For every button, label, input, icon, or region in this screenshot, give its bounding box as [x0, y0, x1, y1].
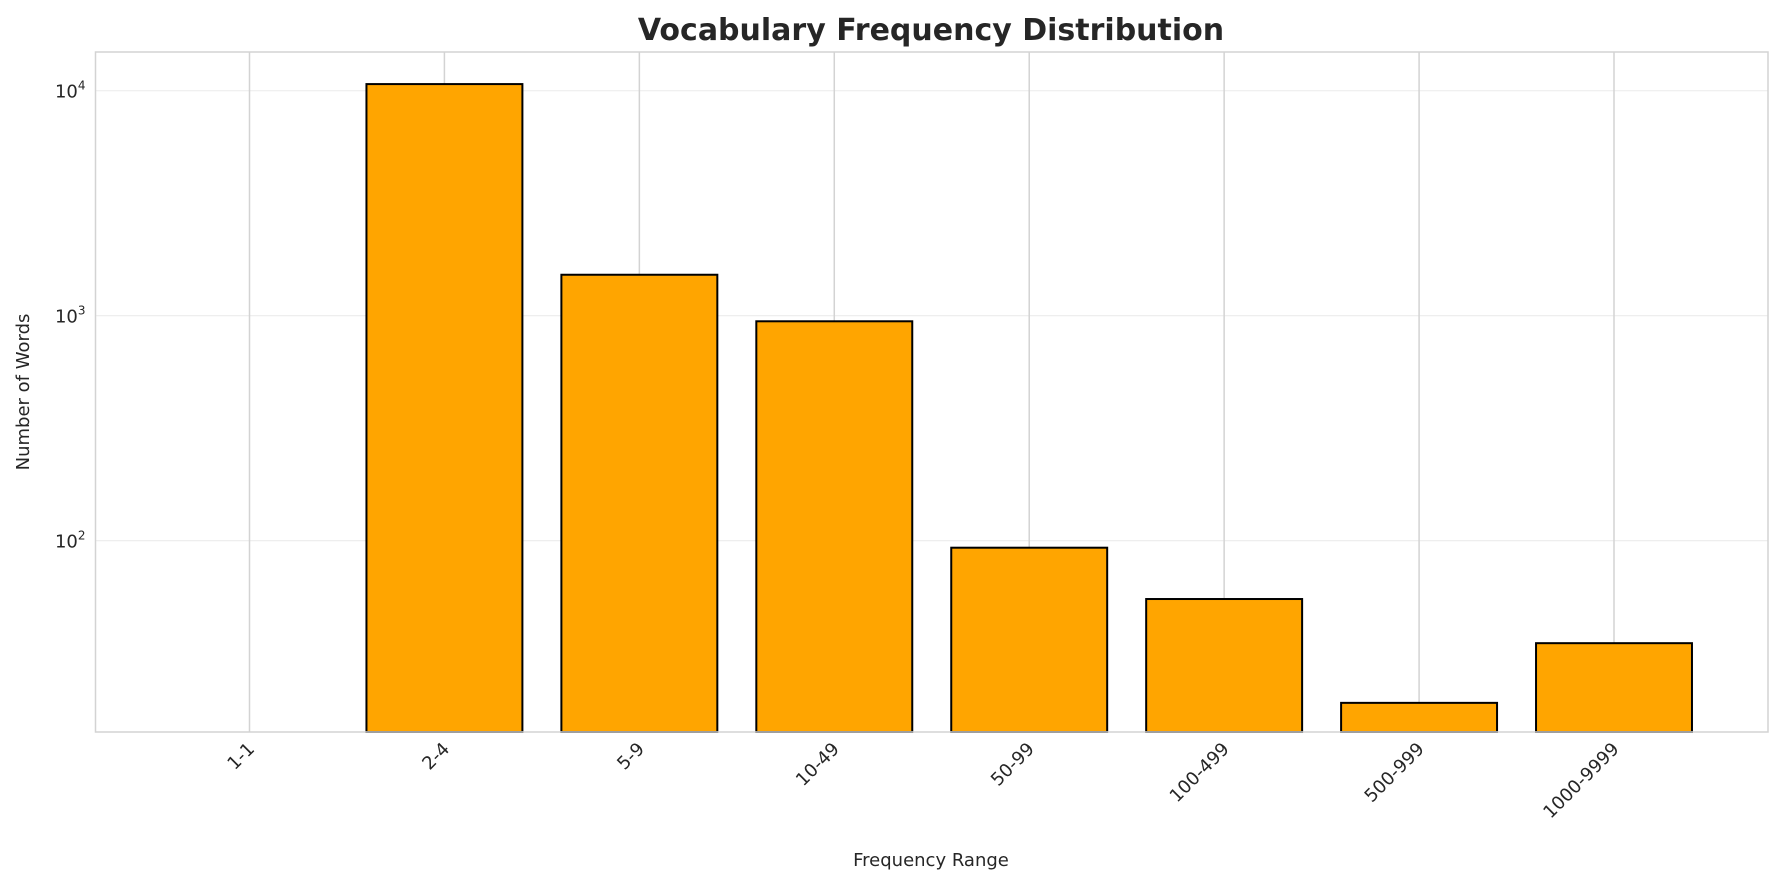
grid: [95, 52, 1768, 732]
y-tick-label: 103: [55, 304, 86, 328]
x-tick-label: 1000-9999: [1539, 739, 1623, 823]
x-tick-label: 5-9: [613, 739, 649, 775]
bar-5-9: [560, 273, 719, 733]
y-tick-label: 104: [55, 79, 86, 103]
y-tick-labels: 102 103 104: [55, 79, 86, 553]
x-tick-label: 50-99: [987, 739, 1039, 791]
bar-2-4: [365, 83, 524, 734]
x-tick-label: 10-49: [792, 739, 844, 791]
bar-100-499: [1145, 598, 1304, 734]
x-tick-labels: 1-1 2-4 5-9 10-49 50-99 100-499 500-999 1000-99…: [223, 739, 1623, 823]
y-axis-label: Number of Words: [13, 314, 34, 471]
bars: [365, 83, 1693, 734]
x-tick-label: 1-1: [223, 739, 259, 775]
bar-10-49: [755, 320, 914, 733]
x-tick-label: 500-999: [1361, 739, 1429, 807]
y-tick-label: 102: [55, 529, 86, 553]
x-axis-label: Frequency Range: [853, 850, 1009, 871]
bar-1000-9999: [1535, 642, 1693, 733]
plot-frame: [94, 51, 1769, 733]
x-tick-label: 2-4: [418, 739, 454, 775]
x-tick-label: 100-499: [1166, 739, 1234, 807]
chart-title: Vocabulary Frequency Distribution: [638, 13, 1224, 48]
bar-500-999: [1340, 701, 1499, 733]
bar-50-99: [950, 546, 1109, 734]
